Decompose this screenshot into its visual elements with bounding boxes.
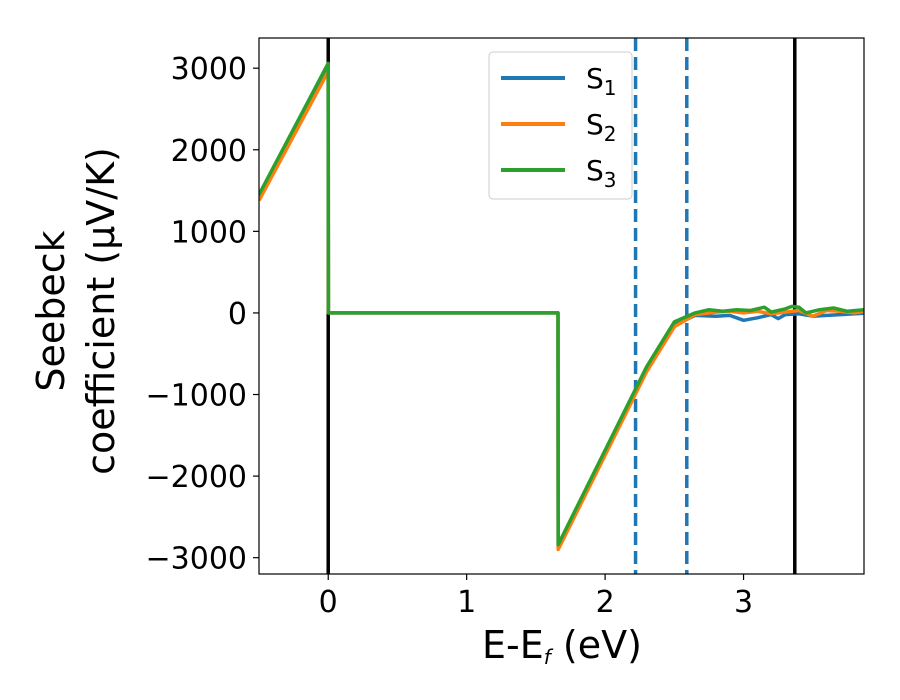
plot-frame: [258, 37, 865, 575]
x-tick-label: 1: [457, 585, 476, 620]
legend: S1 S2 S3: [488, 51, 633, 200]
y-axis-ticks: 3000 2000 1000 0 −1000 −2000 −3000: [146, 52, 259, 577]
y-tick-label: 2000: [171, 134, 247, 169]
x-tick-label: 0: [319, 585, 338, 620]
x-tick-label: 2: [596, 585, 615, 620]
y-tick-label: 0: [228, 297, 247, 332]
legend-label-3: S3: [586, 154, 617, 192]
y-axis-label: Seebeck coefficient (μV/K): [29, 147, 123, 475]
series-line-3: [259, 61, 864, 547]
series-lines: [259, 61, 864, 552]
legend-label-1: S1: [586, 62, 617, 100]
x-axis-label: E-Ef (eV): [482, 623, 642, 669]
y-tick-label: −2000: [146, 460, 247, 495]
legend-label-2: S2: [586, 108, 617, 146]
y-tick-label: −1000: [146, 379, 247, 414]
y-tick-label: 1000: [171, 215, 247, 250]
y-tick-label: −3000: [146, 542, 247, 577]
y-tick-label: 3000: [171, 52, 247, 87]
x-axis-ticks: 0 1 2 3: [319, 574, 753, 620]
y-axis-label-line2: coefficient (μV/K): [79, 147, 123, 475]
y-axis-label-line1: Seebeck: [29, 230, 73, 391]
x-tick-label: 3: [734, 585, 753, 620]
